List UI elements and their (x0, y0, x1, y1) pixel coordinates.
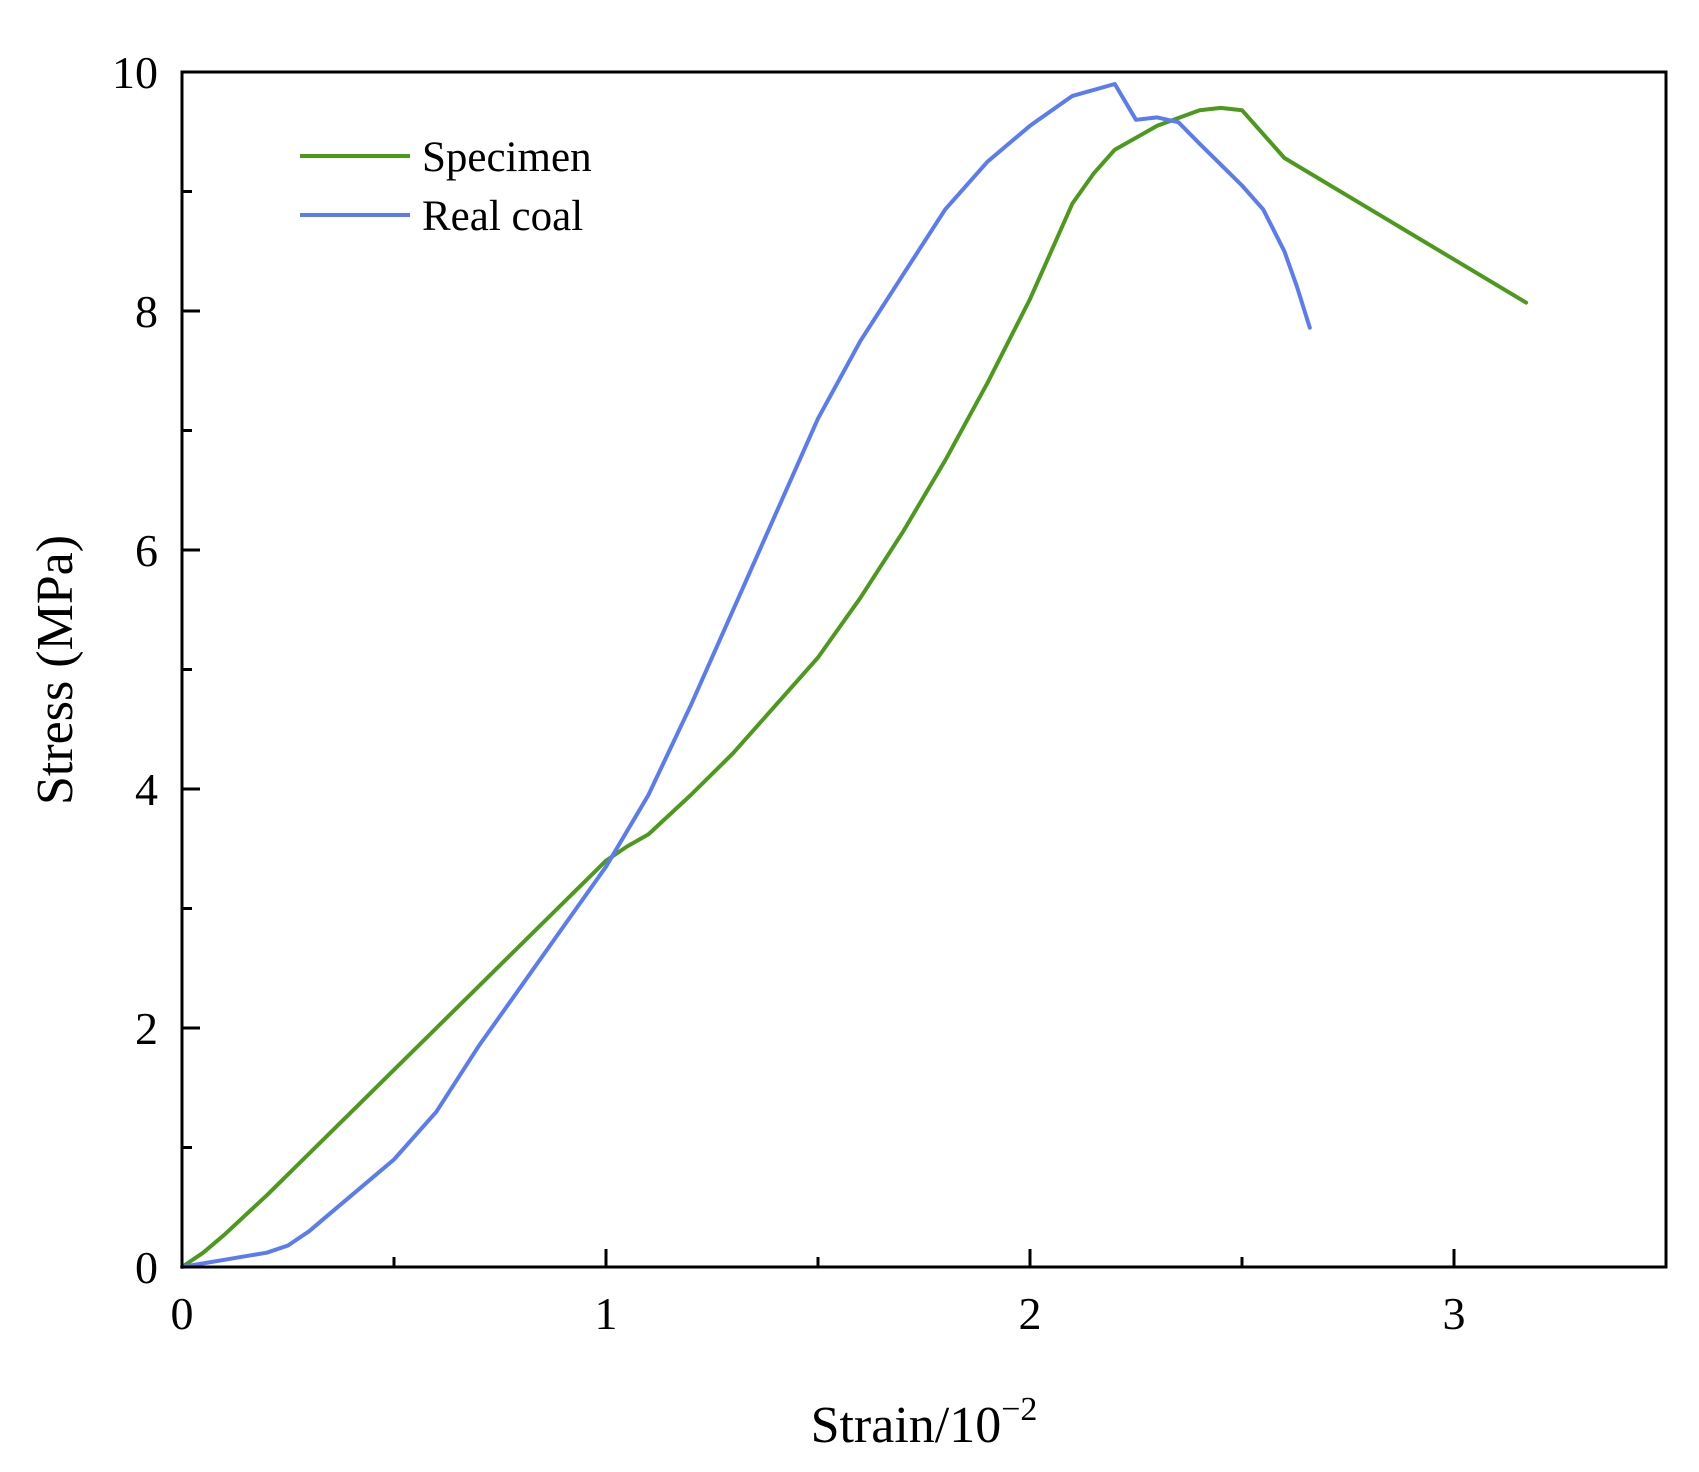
y-tick-label: 0 (135, 1242, 158, 1293)
x-axis-title-exponent: −2 (1001, 1391, 1037, 1428)
y-tick-label: 6 (135, 525, 158, 576)
y-axis-title: Stress (MPa) (27, 535, 84, 805)
x-tick-label: 3 (1443, 1288, 1466, 1339)
x-tick-label: 0 (171, 1288, 194, 1339)
y-tick-label: 10 (112, 47, 158, 98)
series-line-specimen (180, 105, 1529, 1269)
legend-label-real-coal: Real coal (422, 193, 583, 240)
data-series (180, 82, 1529, 1269)
x-axis-title-text: Strain/10 (811, 1397, 1002, 1454)
plot-frame (180, 70, 1668, 1269)
y-tick-label: 4 (135, 764, 158, 815)
axis-ticks: 0 1 2 3 0 2 4 6 8 10 (112, 47, 1466, 1339)
x-tick-label: 1 (595, 1288, 618, 1339)
legend-label-specimen: Specimen (422, 134, 592, 181)
series-line-real-coal (180, 82, 1312, 1269)
legend: Specimen Real coal (300, 134, 592, 240)
y-tick-label: 2 (135, 1003, 158, 1054)
y-tick-label: 8 (135, 286, 158, 337)
x-axis-title: Strain/10−2 (811, 1391, 1038, 1454)
x-tick-label: 2 (1019, 1288, 1042, 1339)
